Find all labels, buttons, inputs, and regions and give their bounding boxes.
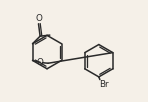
Text: O: O: [35, 14, 42, 23]
Text: O: O: [37, 58, 44, 67]
Text: Br: Br: [99, 80, 109, 89]
